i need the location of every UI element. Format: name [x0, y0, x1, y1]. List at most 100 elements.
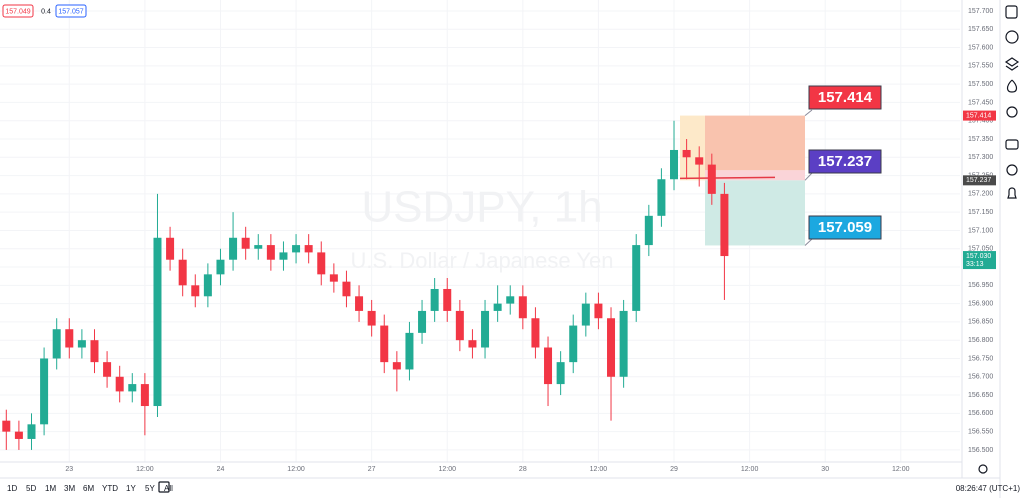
candle-body	[191, 285, 200, 297]
candle-body	[77, 340, 86, 348]
range-button[interactable]: YTD	[102, 484, 118, 493]
candle-body	[430, 288, 439, 311]
candle-body	[720, 193, 729, 257]
candle-body	[229, 237, 238, 260]
y-tick-label: 157.600	[968, 44, 993, 51]
candle-body	[14, 431, 23, 439]
candle-body	[2, 420, 11, 432]
bid-price: 157.049	[5, 8, 30, 15]
y-tick-label: 157.500	[968, 81, 993, 88]
range-button[interactable]: 1M	[45, 484, 56, 493]
ideas-icon[interactable]	[1006, 106, 1018, 118]
candle-body	[178, 259, 187, 286]
candle-body	[40, 358, 49, 425]
x-tick-label: 12:00	[136, 466, 154, 473]
y-tick-label: 156.750	[968, 355, 993, 362]
leader	[804, 238, 813, 246]
range-button[interactable]: 1Y	[126, 484, 136, 493]
price-labels: 157.414 157.237 157.059 157.414 157.237 157.0…	[804, 85, 996, 270]
candle-body	[166, 237, 175, 260]
candle-body	[481, 310, 490, 348]
candle-body	[544, 347, 553, 385]
notifications-icon[interactable]	[1007, 187, 1017, 199]
candle-body	[594, 303, 603, 319]
candle-body	[581, 303, 590, 326]
x-tick-label: 23	[65, 466, 73, 473]
range-button[interactable]: All	[164, 484, 173, 493]
chat-icon[interactable]	[1005, 139, 1019, 150]
entry-label: 157.237	[818, 153, 872, 170]
y-tick-label: 156.500	[968, 447, 993, 454]
candle-body	[531, 318, 540, 348]
x-tick-label: 29	[670, 466, 678, 473]
candle-body	[203, 274, 212, 297]
candle-body	[27, 424, 36, 439]
target-label-box[interactable]	[808, 215, 882, 240]
y-tick-label: 157.450	[968, 99, 993, 106]
hotlist-icon[interactable]	[1006, 79, 1018, 93]
stop-label: 157.414	[818, 89, 873, 106]
candle-body	[619, 310, 628, 377]
spread: 0.4	[41, 8, 51, 15]
watermark-description: U.S. Dollar / Japanese Yen	[351, 248, 614, 273]
range-button[interactable]: 5D	[26, 484, 36, 493]
x-tick-label: 12:00	[287, 466, 305, 473]
x-tick-label: 12:00	[892, 466, 910, 473]
ask-box[interactable]	[55, 4, 87, 18]
watermark-symbol: USDJPY, 1h	[361, 183, 602, 232]
candle-body	[367, 310, 376, 326]
alerts-icon[interactable]	[1005, 30, 1019, 44]
target-zone	[705, 180, 805, 246]
watchlist-icon[interactable]	[1005, 5, 1018, 19]
axis-stop-label-box	[963, 110, 996, 121]
candle-body	[103, 362, 112, 377]
candle-body	[65, 329, 74, 348]
layers-icon[interactable]	[1004, 57, 1020, 71]
candle-body	[443, 288, 452, 311]
y-tick-label: 157.350	[968, 136, 993, 143]
right-toolbar	[158, 5, 1020, 493]
leader	[804, 172, 813, 181]
countdown: 33:13	[966, 261, 984, 268]
candle-body	[355, 296, 364, 311]
candle-body	[241, 237, 250, 249]
candle-body	[128, 384, 137, 392]
candle-body	[392, 362, 401, 370]
x-tick-label: 12:00	[438, 466, 456, 473]
entry-label-box[interactable]	[808, 149, 882, 174]
candle-body	[115, 376, 124, 392]
range-button[interactable]: 3M	[64, 484, 75, 493]
y-tick-label: 156.700	[968, 374, 993, 381]
candle-body	[418, 310, 427, 333]
candle-body	[506, 296, 515, 304]
date-range-icon[interactable]	[158, 481, 170, 493]
footer: 08:26:47 (UTC+1) 1D 5D 1M 3M 6M YTD 1Y 5Y All	[7, 484, 1020, 493]
settings-icon[interactable]	[978, 464, 988, 474]
range-button[interactable]: 1D	[7, 484, 17, 493]
candle-body	[569, 325, 578, 363]
candle-body	[455, 310, 464, 341]
candle-body	[644, 215, 653, 246]
clock: 08:26:47 (UTC+1)	[956, 484, 1021, 493]
candle-body	[380, 325, 389, 363]
x-tick-label: 12:00	[590, 466, 608, 473]
candle-body	[342, 281, 351, 297]
candle-body	[707, 164, 716, 194]
entry-line	[679, 176, 776, 180]
last-price-label-box	[963, 251, 996, 270]
candle-body	[657, 179, 666, 216]
range-button[interactable]: 5Y	[145, 484, 155, 493]
x-tick-label: 27	[368, 466, 376, 473]
x-tick-label: 24	[217, 466, 225, 473]
candle-body	[670, 149, 679, 180]
stop-label-box[interactable]	[808, 85, 882, 110]
bid-box[interactable]	[2, 4, 34, 18]
y-tick-label: 156.950	[968, 282, 993, 289]
range-button[interactable]: 6M	[83, 484, 94, 493]
ask-price: 157.057	[58, 8, 83, 15]
stop-zone	[705, 115, 805, 171]
candle-body	[493, 303, 502, 311]
target-label: 157.059	[818, 219, 872, 236]
axis-stop-label: 157.414	[966, 112, 991, 119]
help-icon[interactable]	[1006, 164, 1018, 176]
